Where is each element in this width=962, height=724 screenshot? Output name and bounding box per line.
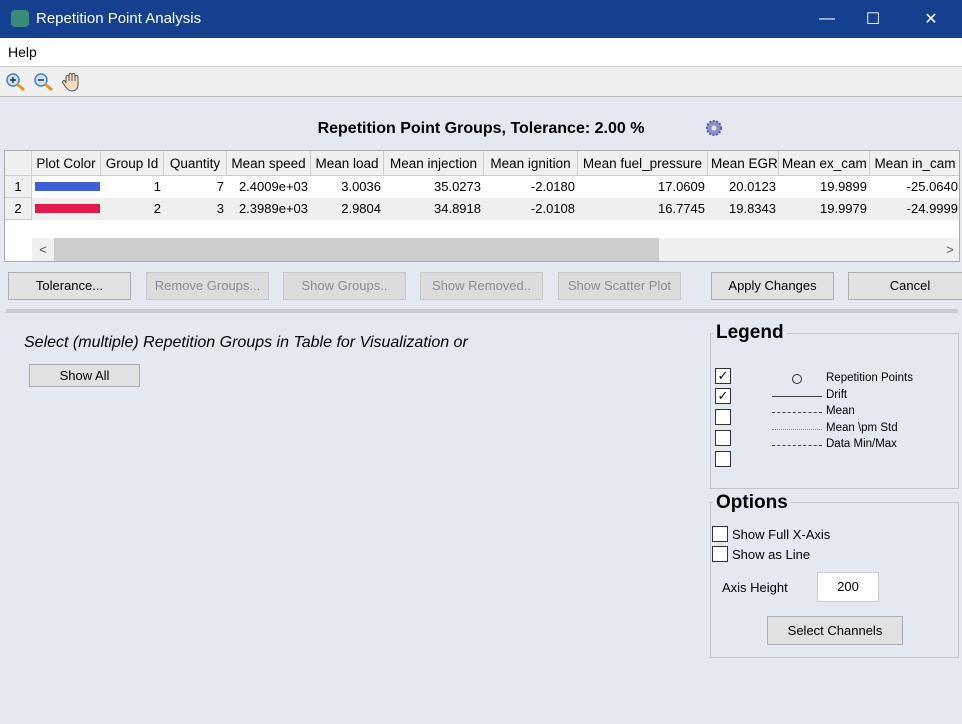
cell: 19.9979 (820, 201, 867, 216)
col-header[interactable]: Mean fuel_pressure (578, 151, 708, 176)
show-full-x-axis-checkbox[interactable] (712, 526, 728, 542)
window-title: Repetition Point Analysis (36, 10, 202, 27)
cell: 20.0123 (729, 179, 776, 194)
cell: 35.0273 (434, 179, 481, 194)
axis-height-input[interactable]: 200 (817, 572, 879, 602)
show-removed-button[interactable]: Show Removed.. (420, 272, 543, 300)
close-button[interactable]: ✕ (924, 11, 938, 28)
show-groups-button[interactable]: Show Groups.. (283, 272, 406, 300)
axis-height-label: Axis Height (722, 580, 788, 595)
corner-header (5, 151, 32, 176)
col-header[interactable]: Mean load (311, 151, 384, 176)
scroll-left-arrow[interactable]: < (39, 242, 47, 257)
col-header[interactable]: Mean ex_cam (779, 151, 870, 176)
cell: 34.8918 (434, 201, 481, 216)
row-index[interactable]: 1 (5, 176, 32, 198)
col-header[interactable]: Mean injection (384, 151, 484, 176)
options-title: Options (713, 492, 791, 514)
table-title: Repetition Point Groups, Tolerance: 2.00… (317, 120, 645, 137)
col-header[interactable]: Plot Color (32, 151, 101, 176)
legend-checkbox-mean[interactable] (715, 409, 731, 425)
zoom-in-icon[interactable] (5, 72, 27, 92)
cell: -2.0180 (530, 179, 575, 194)
cell: -2.0108 (530, 201, 575, 216)
show-full-x-axis-label: Show Full X-Axis (732, 527, 831, 542)
plot-color-swatch (35, 182, 100, 191)
menu-bar: Help (0, 38, 962, 67)
legend-title: Legend (713, 322, 787, 344)
pan-hand-icon[interactable] (61, 71, 83, 93)
cell: -25.0640 (906, 179, 958, 194)
cell: 7 (216, 179, 224, 194)
settings-gear-icon[interactable] (705, 119, 723, 137)
cell: 3 (216, 201, 224, 216)
plot-color-swatch (35, 204, 100, 213)
legend-checkbox-drift[interactable]: ✓ (715, 388, 731, 404)
tolerance-button[interactable]: Tolerance... (8, 272, 131, 300)
legend-checkbox-mean-std[interactable] (715, 430, 731, 446)
dash-dot-line-icon (772, 445, 822, 446)
show-as-line-checkbox[interactable] (712, 546, 728, 562)
horizontal-scrollbar[interactable]: < > (32, 238, 959, 261)
cell: 2 (153, 201, 161, 216)
select-channels-button[interactable]: Select Channels (767, 616, 903, 645)
dashed-line-icon (772, 412, 822, 413)
legend-label: Data Min/Max (826, 438, 897, 450)
scrollbar-thumb[interactable] (54, 238, 659, 261)
cell: 2.9804 (341, 201, 381, 216)
cell: 17.0609 (658, 179, 705, 194)
instruction-text: Select (multiple) Repetition Groups in T… (24, 334, 468, 351)
zoom-out-icon[interactable] (33, 72, 55, 92)
solid-line-icon (772, 396, 822, 397)
col-header[interactable]: Mean EGR (708, 151, 779, 176)
col-header[interactable]: Quantity (164, 151, 227, 176)
show-scatter-plot-button[interactable]: Show Scatter Plot (558, 272, 681, 300)
legend-label: Drift (826, 389, 848, 401)
col-header[interactable]: Mean in_cam (870, 151, 959, 176)
cell: 16.7745 (658, 201, 705, 216)
col-header[interactable]: Mean ignition (484, 151, 578, 176)
minimize-button[interactable]: — (819, 10, 835, 27)
legend-checkbox-min-max[interactable] (715, 451, 731, 467)
maximize-button[interactable]: ☐ (865, 11, 881, 28)
title-bar: Repetition Point Analysis — ☐ ✕ (0, 0, 962, 38)
circle-marker-icon (792, 374, 802, 384)
menu-help[interactable]: Help (8, 44, 37, 60)
remove-groups-button[interactable]: Remove Groups... (146, 272, 269, 300)
cell: 19.8343 (729, 201, 776, 216)
legend-label: Repetition Points (826, 372, 913, 384)
scroll-right-arrow[interactable]: > (946, 242, 954, 257)
dotted-line-icon (772, 429, 822, 430)
show-all-button[interactable]: Show All (29, 364, 140, 387)
legend-panel (710, 333, 959, 489)
cell: 3.0036 (341, 179, 381, 194)
options-panel (710, 502, 959, 658)
show-as-line-label: Show as Line (732, 547, 811, 562)
app-icon (11, 10, 29, 27)
cell: 2.3989e+03 (238, 201, 308, 216)
legend-checkbox-repetition-points[interactable]: ✓ (715, 368, 731, 384)
table-row[interactable]: 1 1 7 2.4009e+03 3.0036 35.0273 -2.0180 … (5, 176, 959, 198)
apply-changes-button[interactable]: Apply Changes (711, 272, 834, 300)
cell: -24.9999 (906, 201, 958, 216)
cancel-button[interactable]: Cancel (848, 272, 962, 300)
col-header[interactable]: Mean speed (227, 151, 311, 176)
cell: 2.4009e+03 (238, 179, 308, 194)
splitter-handle[interactable] (6, 309, 958, 313)
legend-label: Mean \pm Std (826, 422, 898, 434)
table-row[interactable]: 2 2 3 2.3989e+03 2.9804 34.8918 -2.0108 … (5, 198, 959, 220)
legend-label: Mean (826, 405, 855, 417)
cell: 19.9899 (820, 179, 867, 194)
col-header[interactable]: Group Id (101, 151, 164, 176)
repetition-groups-table: Plot Color Group Id Quantity Mean speed … (4, 150, 960, 262)
row-index[interactable]: 2 (5, 198, 32, 220)
cell: 1 (153, 179, 161, 194)
toolbar (0, 67, 962, 97)
